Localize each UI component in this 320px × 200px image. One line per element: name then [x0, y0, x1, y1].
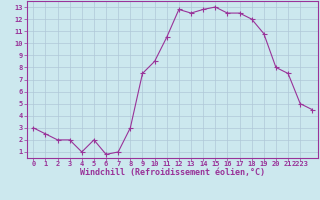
- X-axis label: Windchill (Refroidissement éolien,°C): Windchill (Refroidissement éolien,°C): [80, 168, 265, 177]
